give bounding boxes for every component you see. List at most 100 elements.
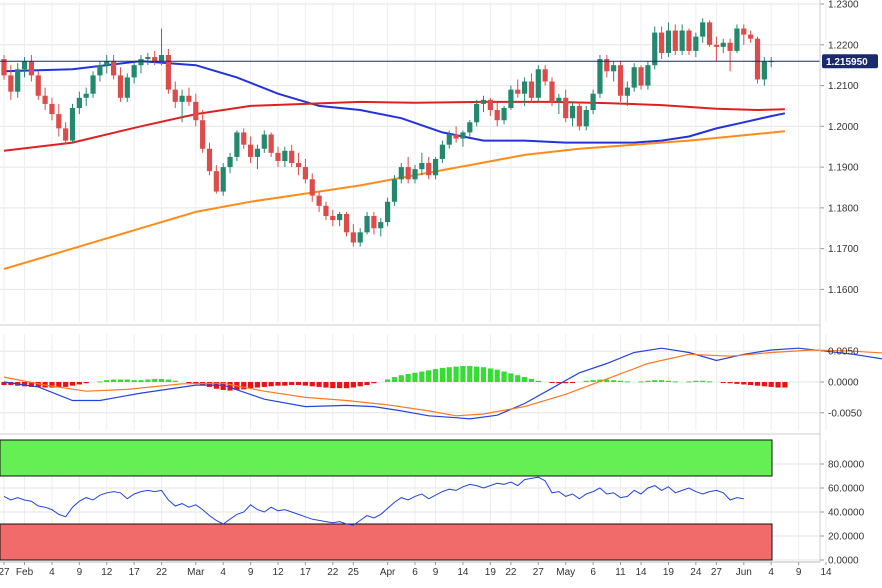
macd-tick-label: 0.0000	[828, 378, 859, 389]
price-tick-label: 1.2300	[828, 0, 859, 11]
rsi-tick-label: 20.0000	[828, 532, 865, 543]
rsi-overbought-band	[0, 439, 773, 477]
macd-histogram-bar	[672, 381, 678, 383]
macd-histogram-bar	[522, 377, 528, 382]
rsi-tick-label: 40.0000	[828, 508, 865, 519]
x-tick-label: 14	[457, 567, 469, 578]
candles	[1, 18, 774, 247]
macd-histogram-bar	[49, 382, 55, 388]
candle-body	[316, 195, 322, 206]
x-tick-label: 27	[533, 567, 545, 578]
candle-body	[97, 65, 103, 76]
candle-body	[227, 156, 233, 168]
candle-body	[453, 134, 459, 139]
candle-body	[604, 59, 610, 72]
macd-histogram-bar	[309, 382, 315, 387]
candle-body	[213, 171, 219, 192]
candle-body	[761, 61, 767, 80]
x-tick-label: 12	[101, 567, 113, 578]
macd-histogram-bar	[665, 380, 672, 382]
candle-body	[248, 144, 254, 157]
current-price-label: 1.215950	[826, 57, 868, 68]
macd-histogram-bar	[241, 382, 247, 390]
panel-separators	[0, 0, 821, 562]
candle-body	[515, 89, 521, 94]
candle-body	[597, 59, 603, 94]
macd-histogram-bar	[412, 372, 418, 382]
macd-histogram-bar	[501, 371, 507, 382]
candle-body	[659, 32, 665, 53]
candle-body	[693, 36, 699, 51]
candle-body	[337, 213, 343, 221]
macd-panel: 0.0050 0.0000 -0.0050	[0, 334, 882, 430]
candle-body	[330, 216, 336, 221]
macd-histogram-bar	[782, 382, 788, 388]
macd-histogram-bar	[748, 382, 754, 386]
candle-body	[1, 59, 7, 76]
candle-body	[748, 34, 754, 39]
candle-body	[501, 107, 507, 121]
x-tick-label: Jun	[736, 567, 752, 578]
candle-body	[645, 65, 651, 86]
candle-body	[282, 150, 288, 161]
price-tick-label: 1.1600	[828, 285, 859, 296]
macd-histogram-bar	[590, 380, 596, 382]
macd-histogram-bar	[295, 382, 302, 386]
macd-histogram-bar	[556, 382, 562, 384]
candle-body	[432, 158, 439, 176]
macd-histogram-bar	[343, 382, 350, 389]
candle-body	[302, 167, 308, 180]
candle-body	[446, 134, 452, 145]
rsi-oversold-band	[0, 523, 773, 561]
macd-histogram-bar	[617, 380, 624, 382]
macd-histogram-bar	[487, 368, 493, 382]
candle-body	[460, 132, 466, 139]
macd-histogram-bar	[706, 381, 713, 383]
candle-body	[706, 22, 713, 45]
candle-body	[83, 93, 89, 98]
candle-body	[679, 30, 685, 51]
candle-body	[111, 61, 117, 76]
candle-body	[220, 167, 226, 192]
price-grid	[0, 2, 827, 322]
x-tick-label: 24	[690, 567, 702, 578]
candle-body	[522, 81, 528, 94]
candle-body	[275, 152, 281, 161]
candle-body	[35, 75, 41, 96]
candle-body	[343, 213, 350, 233]
macd-histogram-bar	[152, 378, 158, 382]
candle-body	[179, 95, 185, 102]
macd-histogram-bar	[474, 366, 480, 382]
candle-body	[69, 107, 76, 141]
x-tick-label: 12	[272, 567, 284, 578]
candle-body	[672, 30, 678, 51]
macd-histogram-bar	[528, 378, 535, 382]
candle-body	[104, 61, 110, 66]
candle-body	[549, 81, 555, 102]
rsi-line	[3, 476, 744, 526]
x-tick-label: 25	[348, 567, 360, 578]
candle-body	[56, 114, 62, 129]
candle-body	[542, 69, 548, 82]
macd-histogram-bar	[645, 380, 651, 382]
macd-histogram-bar	[330, 382, 336, 389]
candle-body	[371, 216, 377, 229]
candle-body	[480, 99, 487, 104]
macd-histogram-bar	[583, 380, 589, 382]
candle-body	[15, 69, 21, 92]
x-tick-label: 6	[412, 567, 418, 578]
macd-histogram-bar	[117, 379, 124, 382]
candle-body	[131, 65, 137, 78]
rsi-line-group	[3, 476, 744, 526]
macd-histogram-bar	[467, 366, 473, 382]
macd-histogram-bar	[775, 382, 781, 388]
candle-body	[624, 87, 630, 96]
macd-histogram-bar	[419, 371, 425, 382]
macd-histogram-bar	[569, 382, 576, 383]
macd-histogram-bar	[686, 381, 692, 383]
macd-histogram-bar	[248, 382, 254, 389]
macd-histogram-bar	[768, 382, 774, 387]
candle-body	[467, 122, 473, 133]
candle-body	[569, 105, 576, 119]
rsi-bands	[0, 439, 773, 561]
